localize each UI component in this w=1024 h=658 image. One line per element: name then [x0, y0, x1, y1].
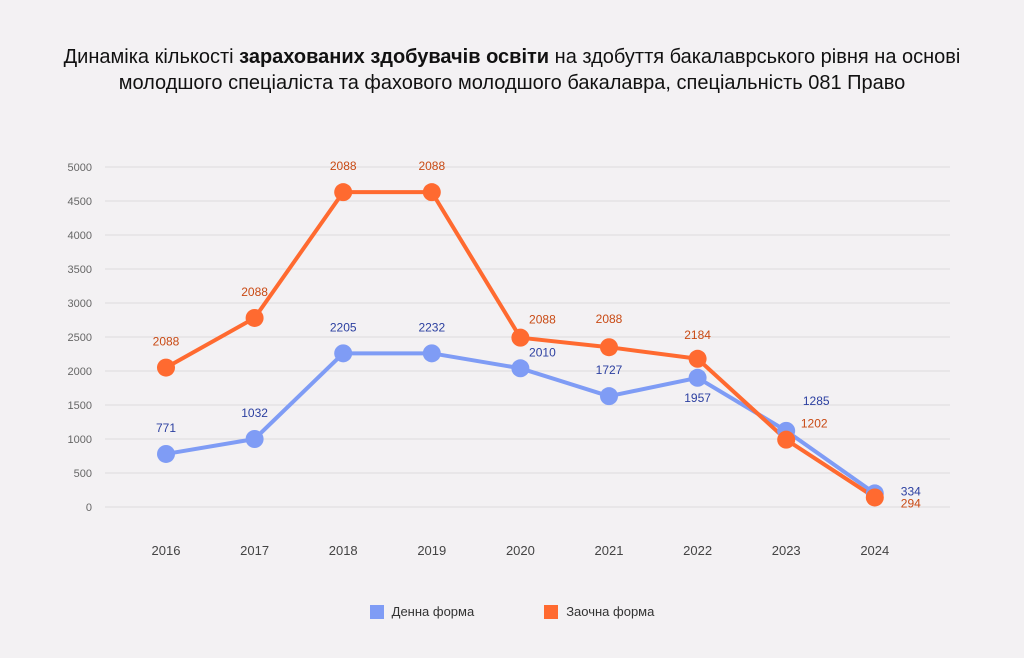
data-point-day — [245, 430, 264, 448]
x-tick-label: 2021 — [595, 543, 624, 558]
data-label-day: 2232 — [418, 320, 445, 334]
data-point-extramural — [334, 183, 353, 202]
legend-swatch-extramural — [544, 604, 559, 619]
data-label-day: 1285 — [803, 394, 830, 408]
data-label-extramural: 2088 — [241, 285, 268, 299]
title-part1: Динаміка кількості — [63, 46, 240, 68]
x-tick-label: 2016 — [152, 543, 181, 558]
data-label-extramural: 2088 — [330, 159, 357, 173]
x-tick-label: 2019 — [417, 543, 446, 558]
data-point-extramural — [245, 308, 264, 327]
data-label-extramural: 2088 — [153, 335, 180, 349]
x-tick-label: 2020 — [506, 543, 535, 558]
y-tick-label: 500 — [74, 468, 92, 480]
data-point-extramural — [422, 183, 441, 202]
y-tick-label: 1000 — [68, 434, 92, 446]
data-label-day: 2205 — [330, 320, 357, 334]
data-label-day: 1032 — [241, 406, 268, 420]
data-point-day — [688, 368, 707, 387]
y-tick-label: 2500 — [68, 332, 92, 344]
data-label-day: 334 — [901, 484, 921, 498]
data-label-day: 2010 — [529, 345, 556, 359]
y-tick-label: 5000 — [68, 162, 92, 174]
data-label-day: 771 — [156, 421, 176, 435]
data-label-day: 1957 — [684, 391, 711, 405]
data-label-extramural: 2088 — [596, 312, 623, 326]
data-label-extramural: 2088 — [529, 313, 556, 327]
y-tick-label: 4500 — [68, 196, 92, 208]
data-point-extramural — [688, 349, 707, 368]
data-point-extramural — [157, 358, 175, 377]
data-label-extramural: 294 — [901, 496, 921, 510]
data-point-day — [511, 359, 530, 378]
y-tick-label: 3500 — [68, 264, 92, 276]
title-part2: на здобуття бакалаврського рівня на осно… — [118, 46, 961, 94]
y-tick-label: 2000 — [68, 366, 92, 378]
y-tick-label: 4000 — [68, 230, 92, 242]
data-point-extramural — [865, 488, 884, 507]
chart-title: Динаміка кількості зарахованих здобувачі… — [40, 44, 984, 96]
data-label-extramural: 2184 — [684, 328, 711, 342]
data-point-day — [422, 344, 441, 363]
x-tick-label: 2018 — [329, 543, 358, 558]
data-point-day — [334, 344, 353, 363]
legend-item-extramural: Заочна форма — [544, 604, 654, 619]
x-tick-label: 2024 — [860, 543, 889, 558]
x-tick-label: 2023 — [772, 543, 801, 558]
legend-label-extramural: Заочна форма — [566, 604, 655, 619]
legend-swatch-day — [369, 604, 384, 619]
data-point-extramural — [600, 338, 618, 357]
data-point-extramural — [511, 328, 530, 347]
x-tick-label: 2022 — [683, 543, 712, 558]
y-tick-label: 1500 — [68, 400, 92, 412]
legend: Денна форма Заочна форма — [0, 604, 1024, 619]
title-bold: зарахованих здобувачів освіти — [239, 46, 550, 68]
data-label-extramural: 2088 — [418, 159, 445, 173]
data-point-extramural — [777, 430, 796, 449]
y-tick-label: 0 — [86, 502, 92, 514]
data-point-day — [157, 444, 175, 463]
data-label-day: 1727 — [596, 363, 623, 377]
legend-item-day: Денна форма — [369, 604, 475, 619]
data-point-day — [600, 387, 618, 406]
x-tick-label: 2017 — [240, 543, 269, 558]
y-tick-label: 3000 — [68, 298, 92, 310]
legend-label-day: Денна форма — [391, 604, 475, 619]
data-label-extramural: 1202 — [801, 417, 828, 431]
